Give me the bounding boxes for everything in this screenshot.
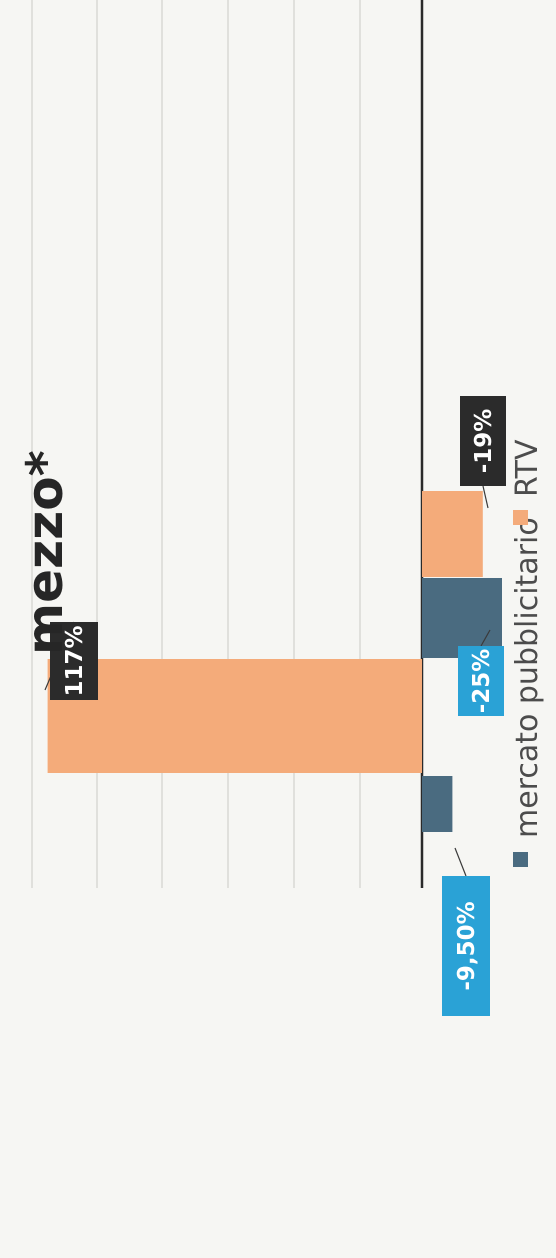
data-labels: -9,50% 117% -25% -19% [44, 396, 506, 1016]
legend-item-mercato-pubblicitario: mercato pubblicitario [510, 517, 545, 867]
legend-item-rtv: RTV [510, 439, 545, 525]
bar-rtv-1 [422, 491, 483, 577]
leader-line [480, 629, 491, 647]
data-label-mercato-pubblicitario-1: -25% [458, 629, 504, 716]
leader-line [454, 847, 467, 877]
data-label-rtv-0: 117% [44, 621, 98, 700]
label-box [50, 622, 98, 700]
bar-rtv-0 [47, 659, 422, 773]
leader-line [482, 485, 489, 509]
label-box [460, 396, 506, 486]
legend-label: RTV [510, 439, 545, 497]
label-box [442, 876, 490, 1016]
data-label-text: -9,50% [454, 901, 480, 990]
bar-mercato-pubblicitario-0 [422, 776, 453, 832]
data-label-rtv-1: -19% [460, 396, 506, 509]
legend-swatch [513, 510, 528, 525]
legend: mercato pubblicitario RTV [510, 439, 545, 867]
chart-title: mezzo* [16, 450, 74, 655]
data-label-mercato-pubblicitario-0: -9,50% [442, 847, 490, 1016]
data-label-text: -19% [471, 409, 497, 474]
legend-label: mercato pubblicitario [510, 517, 545, 838]
bar-mercato-pubblicitario-1 [422, 578, 502, 658]
bars [47, 491, 502, 832]
data-label-text: -25% [469, 649, 495, 714]
data-label-text: 117% [62, 625, 88, 696]
legend-swatch [513, 852, 528, 867]
label-box [458, 646, 504, 716]
